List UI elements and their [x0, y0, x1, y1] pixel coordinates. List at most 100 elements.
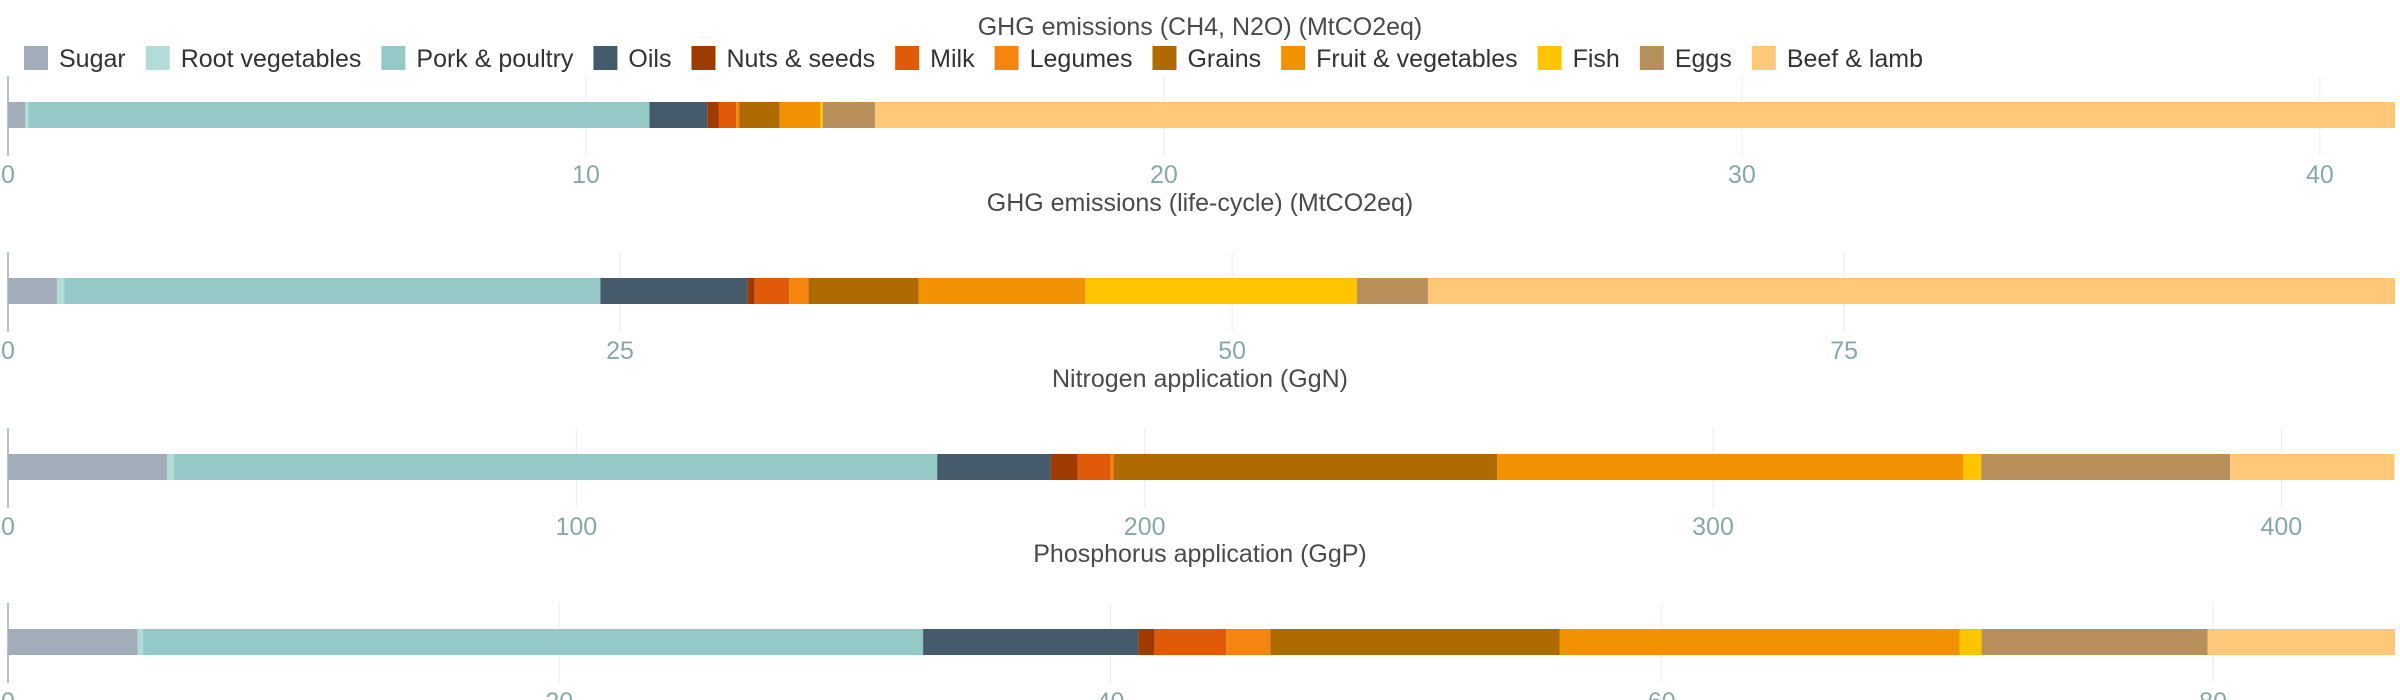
legend-item-nuts-and-seeds[interactable]: Nuts & seeds — [691, 45, 875, 73]
bar-segment-pork-and-poultry[interactable] — [143, 629, 924, 655]
legend-swatch-legumes — [994, 46, 1019, 70]
bar-segment-sugar[interactable] — [8, 629, 138, 655]
x-tick-label: 0 — [1, 688, 15, 700]
bar-segment-oils[interactable] — [937, 454, 1051, 480]
bar-segment-milk[interactable] — [1154, 629, 1227, 655]
x-tick-label: 100 — [555, 513, 597, 541]
legend-label-beef-and-lamb: Beef & lamb — [1787, 45, 1923, 73]
bar-segment-beef-and-lamb[interactable] — [874, 102, 2395, 128]
legend-swatch-milk — [895, 46, 920, 70]
bar-segment-grains[interactable] — [739, 102, 780, 128]
panel-1: GHG emissions (CH4, N2O) (MtCO2eq) 0 10 20 3… — [1, 13, 2395, 189]
bar-segment-eggs[interactable] — [822, 102, 875, 128]
bar-segment-legumes[interactable] — [1226, 629, 1271, 655]
legend-swatch-nuts-and-seeds — [691, 46, 716, 70]
legend-item-oils[interactable]: Oils — [593, 45, 671, 73]
bar-segment-legumes[interactable] — [736, 102, 740, 128]
bar-segment-root-vegetables[interactable] — [137, 629, 144, 655]
x-tick-label: 0 — [1, 161, 15, 189]
bar-segment-nuts-and-seeds[interactable] — [747, 278, 755, 304]
legend-item-fruit-and-vegetables[interactable]: Fruit & vegetables — [1281, 45, 1518, 73]
bar-segment-milk[interactable] — [754, 278, 789, 304]
bar-segment-legumes[interactable] — [1110, 454, 1114, 480]
chart-panels: GHG emissions (CH4, N2O) (MtCO2eq) 0 10 20 3… — [1, 13, 2395, 700]
legend-item-legumes[interactable]: Legumes — [994, 45, 1133, 73]
bar-segment-root-vegetables[interactable] — [56, 278, 65, 304]
bar-segment-fruit-and-vegetables[interactable] — [779, 102, 821, 128]
legend-label-oils: Oils — [628, 45, 671, 73]
bar-segment-beef-and-lamb[interactable] — [1427, 278, 2395, 304]
bar-segment-legumes[interactable] — [788, 278, 809, 304]
bar-segment-eggs[interactable] — [1981, 629, 2208, 655]
legend-item-eggs[interactable]: Eggs — [1639, 45, 1732, 73]
legend-swatch-eggs — [1639, 46, 1664, 70]
bar-segment-sugar[interactable] — [8, 278, 57, 304]
panel-4: Phosphorus application (GgP) 0 20 40 60 80 — [1, 540, 2395, 700]
legend-label-fruit-and-vegetables: Fruit & vegetables — [1316, 45, 1518, 73]
x-tick-label: 400 — [2260, 513, 2302, 541]
bar-segment-pork-and-poultry[interactable] — [28, 102, 650, 128]
legend-swatch-fish — [1537, 46, 1562, 70]
bar-segment-nuts-and-seeds[interactable] — [1138, 629, 1155, 655]
bar-segment-eggs[interactable] — [1981, 454, 2231, 480]
bar-segment-milk[interactable] — [718, 102, 737, 128]
bar-segment-fish[interactable] — [1959, 629, 1982, 655]
x-tick-label: 30 — [1728, 161, 1756, 189]
legend-item-sugar[interactable]: Sugar — [24, 45, 126, 73]
x-tick-label: 20 — [545, 688, 573, 700]
bar-segment-oils[interactable] — [923, 629, 1139, 655]
bar-segment-fruit-and-vegetables[interactable] — [1559, 629, 1960, 655]
bar-segment-sugar[interactable] — [8, 102, 26, 128]
x-tick-label: 10 — [572, 161, 600, 189]
legend-item-root-vegetables[interactable]: Root vegetables — [145, 45, 362, 73]
bar-segment-root-vegetables[interactable] — [167, 454, 174, 480]
legend-swatch-root-vegetables — [145, 46, 170, 70]
bar-segment-milk[interactable] — [1077, 454, 1111, 480]
panel-title: GHG emissions (CH4, N2O) (MtCO2eq) — [978, 13, 1423, 41]
panel-2: GHG emissions (life-cycle) (MtCO2eq) 0 25 5… — [1, 189, 2395, 365]
legend-swatch-beef-and-lamb — [1751, 46, 1776, 70]
x-tick-label: 80 — [2199, 688, 2227, 700]
bar-segment-fish[interactable] — [1963, 454, 1982, 480]
x-tick-label: 50 — [1218, 337, 1246, 365]
legend: Sugar Root vegetables Pork & poultry Oils Nu… — [24, 45, 1923, 73]
legend-item-beef-and-lamb[interactable]: Beef & lamb — [1751, 45, 1923, 73]
bar-segment-grains[interactable] — [1270, 629, 1560, 655]
legend-label-fish: Fish — [1573, 45, 1620, 73]
bar-segment-eggs[interactable] — [1356, 278, 1428, 304]
bar-segment-fruit-and-vegetables[interactable] — [1497, 454, 1964, 480]
bar-segment-nuts-and-seeds[interactable] — [707, 102, 719, 128]
x-tick-label: 75 — [1830, 337, 1858, 365]
legend-swatch-grains — [1152, 46, 1177, 70]
legend-item-pork-and-poultry[interactable]: Pork & poultry — [381, 45, 574, 73]
bar-segment-oils[interactable] — [600, 278, 748, 304]
bar-segment-grains[interactable] — [808, 278, 919, 304]
x-tick-label: 300 — [1692, 513, 1734, 541]
bar-segment-fruit-and-vegetables[interactable] — [918, 278, 1086, 304]
bar-segment-pork-and-poultry[interactable] — [173, 454, 938, 480]
x-tick-label: 40 — [2306, 161, 2334, 189]
bar-segment-fish[interactable] — [1085, 278, 1357, 304]
legend-label-sugar: Sugar — [59, 45, 126, 73]
bar-segment-root-vegetables[interactable] — [25, 102, 29, 128]
bar-segment-sugar[interactable] — [8, 454, 168, 480]
x-tick-label: 20 — [1150, 161, 1178, 189]
legend-label-legumes: Legumes — [1030, 45, 1133, 73]
bar-segment-fish[interactable] — [820, 102, 823, 128]
bar-segment-grains[interactable] — [1113, 454, 1498, 480]
legend-item-fish[interactable]: Fish — [1537, 45, 1620, 73]
legend-swatch-sugar — [24, 46, 48, 70]
legend-swatch-pork-and-poultry — [381, 46, 406, 70]
legend-swatch-fruit-and-vegetables — [1281, 46, 1306, 70]
legend-label-root-vegetables: Root vegetables — [181, 45, 362, 73]
legend-item-grains[interactable]: Grains — [1152, 45, 1261, 73]
bar-segment-nuts-and-seeds[interactable] — [1050, 454, 1078, 480]
bar-segment-beef-and-lamb[interactable] — [2230, 454, 2395, 480]
bar-segment-pork-and-poultry[interactable] — [64, 278, 601, 304]
legend-item-milk[interactable]: Milk — [895, 45, 975, 73]
bar-segment-beef-and-lamb[interactable] — [2207, 629, 2395, 655]
legend-label-eggs: Eggs — [1675, 45, 1732, 73]
bar-segment-oils[interactable] — [649, 102, 708, 128]
